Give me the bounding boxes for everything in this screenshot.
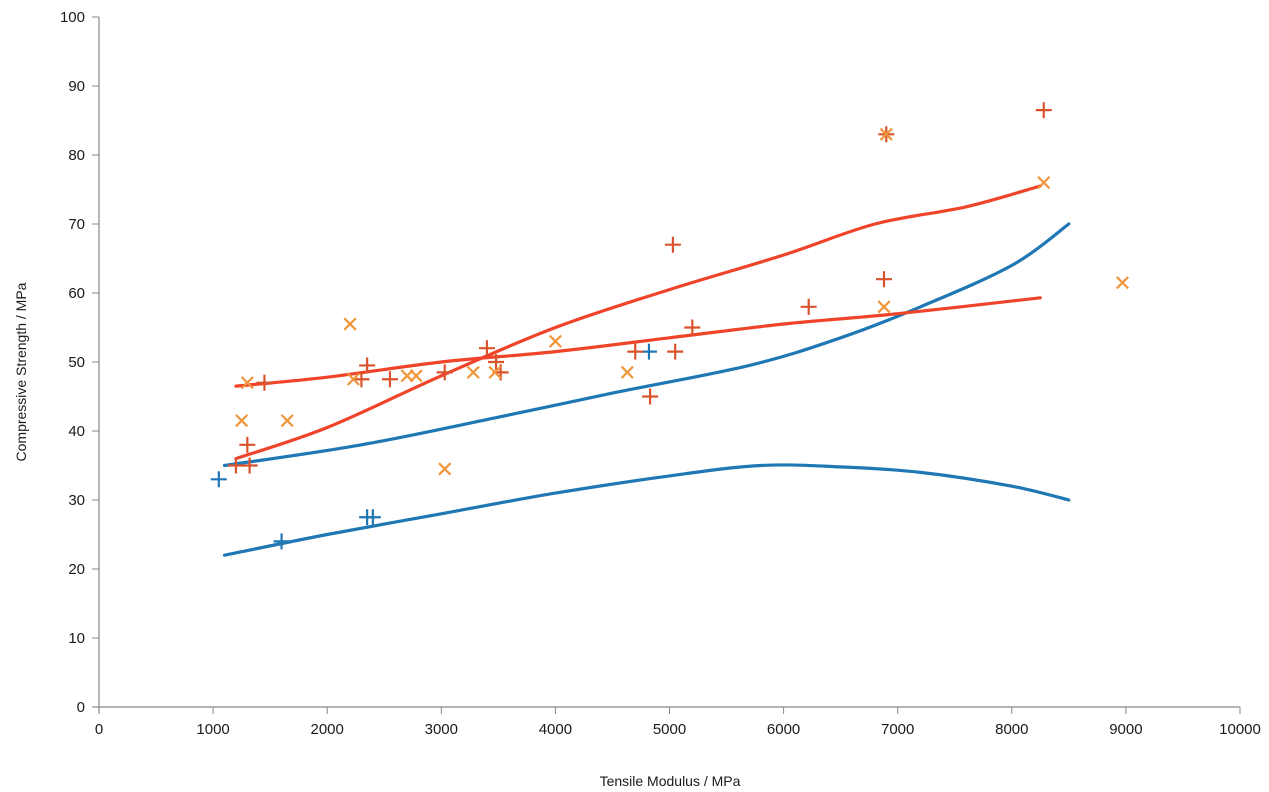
y-tick-label: 30 — [68, 492, 85, 509]
x-marker-s3-11 — [548, 334, 562, 348]
plus-marker-s2-16 — [684, 319, 701, 336]
y-tick-label: 50 — [68, 354, 85, 371]
plus-marker-s2-8 — [436, 364, 453, 381]
plus-marker-s2-9 — [478, 340, 495, 357]
plus-marker-s2-15 — [667, 343, 684, 360]
y-tick-label: 10 — [68, 630, 85, 647]
x-marker-s3-15 — [1037, 176, 1051, 190]
plus-marker-s2-18 — [876, 271, 893, 288]
x-tick-label: 1000 — [196, 721, 229, 738]
trend-curve-1 — [222, 463, 1071, 557]
plus-marker-s2-2 — [239, 436, 256, 453]
x-tick-label: 7000 — [881, 721, 914, 738]
x-marker-s3-10 — [488, 365, 502, 379]
y-tick-label: 100 — [60, 9, 85, 26]
x-marker-s3-4 — [343, 317, 357, 331]
plus-marker-s1-2 — [273, 533, 290, 550]
plus-marker-s2-20 — [1035, 102, 1052, 119]
axes — [92, 16, 1241, 714]
y-tick-label: 20 — [68, 561, 85, 578]
x-tick-label: 6000 — [767, 721, 800, 738]
plus-marker-s2-14 — [664, 236, 681, 253]
x-tick-label: 5000 — [653, 721, 686, 738]
y-tick-label: 90 — [68, 78, 85, 95]
x-marker-s3-9 — [466, 365, 480, 379]
y-axis-title: Compressive Strength / MPa — [13, 282, 29, 461]
plus-marker-s1-4 — [364, 509, 381, 526]
trend-curve-3 — [234, 296, 1042, 388]
x-marker-s3-16 — [1115, 276, 1130, 290]
y-tick-labels: 0 10 20 30 40 50 60 70 80 90 100 — [60, 9, 85, 716]
trend-curves — [222, 184, 1071, 557]
x-marker-s3-5 — [346, 372, 360, 386]
x-marker-s3-14 — [879, 127, 893, 141]
plus-marker-s2-10 — [488, 354, 505, 370]
trend-curve-2 — [222, 222, 1071, 468]
x-marker-s3-1 — [235, 414, 249, 428]
plus-marker-s2-17 — [800, 298, 817, 315]
plus-marker-s2-6 — [359, 357, 376, 374]
x-tick-label: 3000 — [425, 721, 458, 738]
trend-curve-4 — [234, 184, 1042, 461]
x-marker-s3-3 — [280, 414, 294, 428]
y-tick-label: 0 — [77, 699, 85, 716]
y-tick-label: 70 — [68, 216, 85, 233]
x-tick-label: 2000 — [311, 721, 344, 738]
plus-marker-s2-4 — [256, 374, 273, 391]
y-tick-label: 80 — [68, 147, 85, 164]
plus-marker-s2-12 — [627, 343, 644, 360]
x-tick-label: 0 — [95, 721, 103, 738]
x-tick-label: 9000 — [1109, 721, 1142, 738]
plus-marker-s2-5 — [353, 371, 370, 388]
plus-marker-s2-3 — [241, 457, 258, 474]
plus-marker-s2-13 — [642, 388, 659, 405]
x-tick-label: 8000 — [995, 721, 1028, 738]
plus-marker-s2-7 — [381, 371, 398, 388]
x-tick-label: 10000 — [1219, 721, 1261, 738]
plus-marker-s1-1 — [210, 471, 227, 488]
plus-marker-s1-5 — [640, 343, 657, 360]
x-marker-s3-7 — [409, 369, 423, 383]
x-axis-title: Tensile Modulus / MPa — [600, 773, 741, 789]
y-tick-label: 60 — [68, 285, 85, 302]
x-tick-label: 4000 — [539, 721, 572, 738]
x-marker-s3-8 — [438, 462, 452, 476]
data-points — [210, 102, 1130, 550]
x-marker-s3-13 — [877, 300, 891, 314]
x-marker-s3-2 — [240, 376, 254, 390]
y-tick-label: 40 — [68, 423, 85, 440]
x-tick-labels: 0 1000 2000 3000 4000 5000 6000 7000 8000 9000 100… — [95, 721, 1261, 738]
plus-marker-s2-1 — [227, 457, 244, 474]
x-marker-s3-12 — [620, 365, 634, 379]
